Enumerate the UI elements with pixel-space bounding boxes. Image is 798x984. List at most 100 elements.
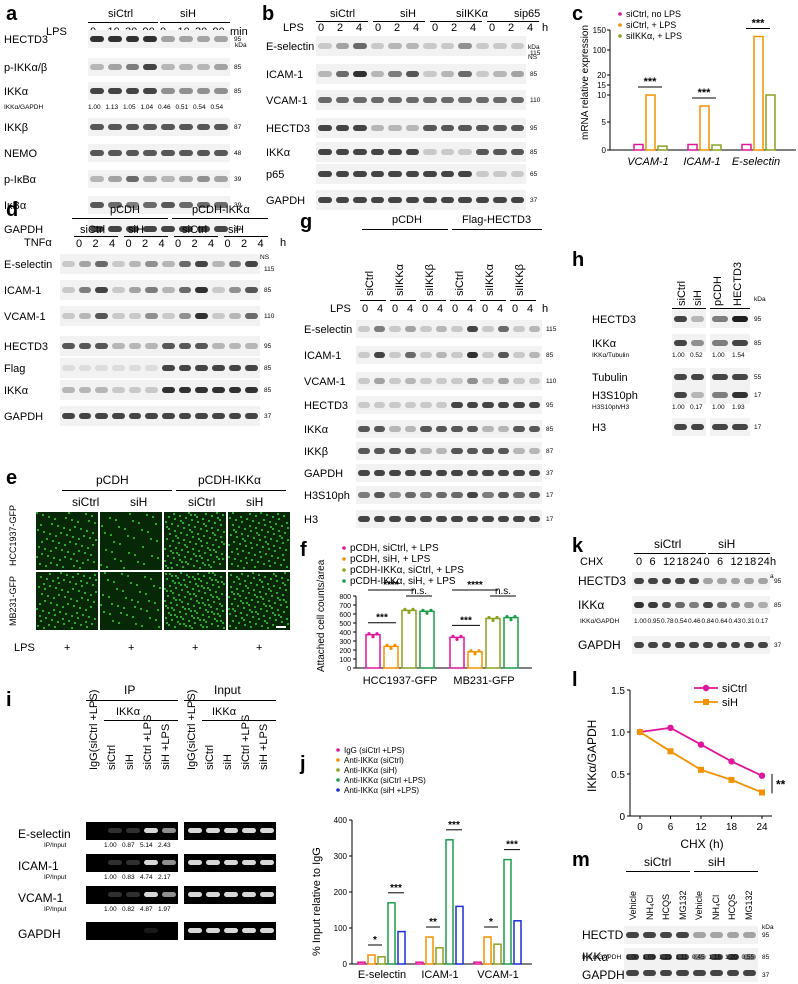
row-label: p-IKKα/β — [4, 62, 48, 74]
cell-dot — [242, 538, 244, 540]
blot-band — [78, 313, 92, 319]
y-tick-label: 0 — [619, 812, 625, 823]
cell-dot — [191, 627, 193, 629]
lane-label: 4 — [158, 238, 165, 250]
quant-label: IKKα/Tubulin — [592, 352, 630, 359]
x-tick-label: MB231-GFP — [453, 675, 514, 687]
cell-dot — [182, 606, 184, 608]
blot-band — [493, 171, 507, 177]
cell-dot — [249, 525, 251, 527]
blot-band — [107, 202, 122, 208]
bar — [397, 930, 406, 965]
treatment-label: LPS — [283, 22, 304, 34]
cell-dot — [199, 567, 201, 569]
cell-dot — [175, 575, 177, 577]
lane-label: 6 — [649, 556, 656, 568]
micrograph — [36, 512, 98, 570]
blot-band — [90, 202, 104, 208]
cell-dot — [189, 541, 191, 543]
blot-band — [712, 316, 728, 322]
cell-dot — [182, 566, 184, 568]
cell-dot — [43, 627, 45, 629]
row-label: HECTD3 — [592, 314, 637, 326]
row-label: VCAM-1 — [266, 95, 308, 107]
cell-dot — [221, 541, 223, 543]
row-label: ICAM-1 — [18, 859, 59, 873]
cell-dot — [285, 589, 287, 591]
row-label: IKKα — [582, 950, 609, 964]
lane-label: 4 — [257, 238, 264, 250]
blot-band — [388, 125, 402, 131]
row-label: GAPDH — [4, 411, 44, 423]
cell-dot — [223, 627, 225, 629]
subgroup-bar — [450, 300, 476, 301]
cell-dot — [171, 619, 173, 621]
gel-band — [144, 892, 158, 897]
cell-dot — [236, 588, 238, 590]
cell-dot — [200, 540, 202, 542]
cell-dot — [46, 578, 48, 580]
cell-dot — [165, 605, 167, 607]
data-point — [667, 748, 674, 755]
cell-dot — [49, 533, 51, 535]
cell-dot — [177, 577, 179, 579]
cell-dot — [192, 548, 194, 550]
lane-label: siCtrl +LPS — [240, 714, 252, 770]
bar — [365, 633, 381, 669]
blot-band — [466, 426, 478, 432]
blot-band — [758, 602, 768, 608]
blot-band — [675, 578, 686, 584]
cell-dot — [78, 590, 80, 592]
blot-0 — [624, 926, 758, 944]
blot-band — [404, 492, 416, 498]
group-bar — [62, 490, 172, 491]
panel-c-label: c — [572, 3, 584, 25]
cell-dot — [202, 626, 204, 628]
quant-value: 0.51 — [175, 104, 189, 111]
cell-dot — [166, 578, 168, 580]
blot-band — [370, 71, 384, 77]
quant-value: 0.17 — [755, 618, 769, 625]
cell-dot — [144, 576, 146, 578]
blot-band — [107, 124, 122, 130]
cell-dot — [192, 536, 194, 538]
blot-band — [143, 202, 157, 208]
x-axis-label: CHX (h) — [680, 837, 723, 851]
cell-dot — [215, 579, 217, 581]
cell-dot — [75, 583, 77, 585]
cell-dot — [192, 576, 194, 578]
cell-dot — [87, 599, 89, 601]
blot-band — [510, 71, 524, 77]
row-label: H3S10ph — [304, 490, 350, 502]
blot-band — [458, 171, 472, 177]
cell-dot — [265, 541, 267, 543]
subgroup-label: siIKKβ — [514, 263, 526, 296]
lane-bar — [672, 308, 706, 309]
blot-band — [510, 149, 524, 155]
cell-dot — [216, 596, 218, 598]
cell-dot — [156, 540, 158, 542]
bar — [753, 35, 764, 151]
cell-dot — [177, 621, 179, 623]
blot-band — [732, 340, 748, 346]
cell-dot — [238, 622, 240, 624]
cell-dot — [36, 556, 38, 558]
cell-dot — [57, 577, 59, 579]
cell-dot — [101, 525, 103, 527]
blot-band — [62, 313, 75, 319]
cell-dot — [285, 549, 287, 551]
blot-band — [758, 578, 768, 584]
blot-band — [358, 378, 370, 384]
blot-band — [528, 448, 540, 454]
cell-dot — [261, 529, 263, 531]
cell-dot — [93, 601, 95, 603]
cell-dot — [270, 578, 272, 580]
blot-band — [353, 97, 367, 103]
quant-value: 1.13 — [105, 104, 119, 111]
kda-value: 85 — [546, 426, 554, 433]
quant-value: 1.21 — [659, 954, 672, 961]
cell-dot — [127, 575, 129, 577]
legend-label: siCtrl, no LPS — [626, 9, 681, 19]
blot-band — [214, 150, 228, 156]
cell-dot — [278, 530, 280, 532]
